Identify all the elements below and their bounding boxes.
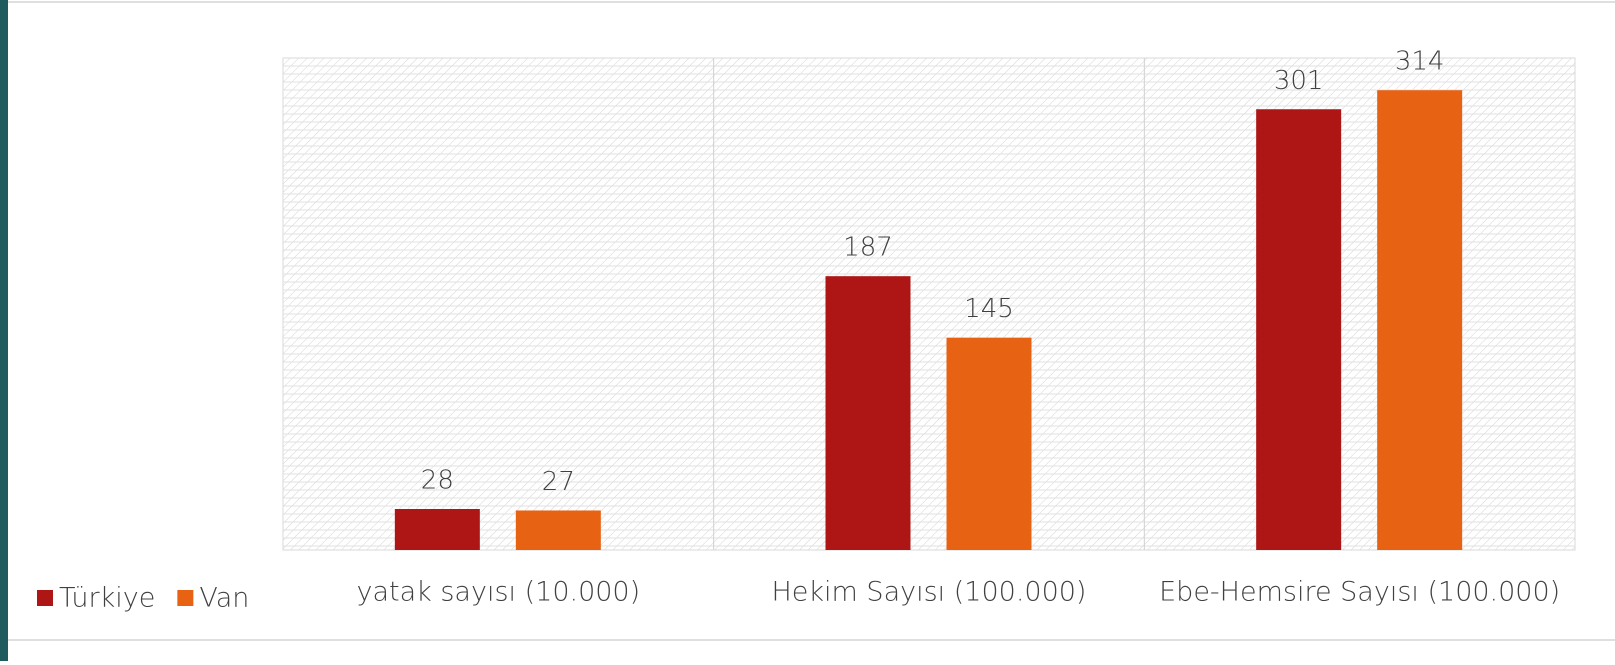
x-tick-label: yatak sayısı (10.000): [356, 577, 640, 608]
legend-label: Türkiye: [59, 583, 155, 614]
data-label: 145: [964, 294, 1014, 324]
legend-swatch: [37, 590, 53, 606]
data-label: 28: [421, 466, 454, 496]
bar: [1256, 109, 1342, 550]
x-tick-label: Ebe-Hemsire Sayısı (100.000): [1159, 577, 1560, 608]
data-label: 314: [1395, 47, 1445, 77]
bar: [946, 337, 1032, 550]
bar: [825, 276, 911, 550]
legend-label: Van: [199, 583, 249, 614]
data-label: 27: [542, 467, 575, 497]
bar: [515, 510, 601, 550]
bar: [394, 509, 480, 550]
data-label: 301: [1274, 66, 1324, 96]
legend-swatch: [177, 590, 194, 606]
data-label: 187: [843, 233, 893, 263]
side-stripe: [0, 0, 8, 661]
x-tick-label: Hekim Sayısı (100.000): [772, 577, 1087, 608]
bar: [1377, 90, 1463, 550]
plot-area: [282, 57, 1576, 551]
